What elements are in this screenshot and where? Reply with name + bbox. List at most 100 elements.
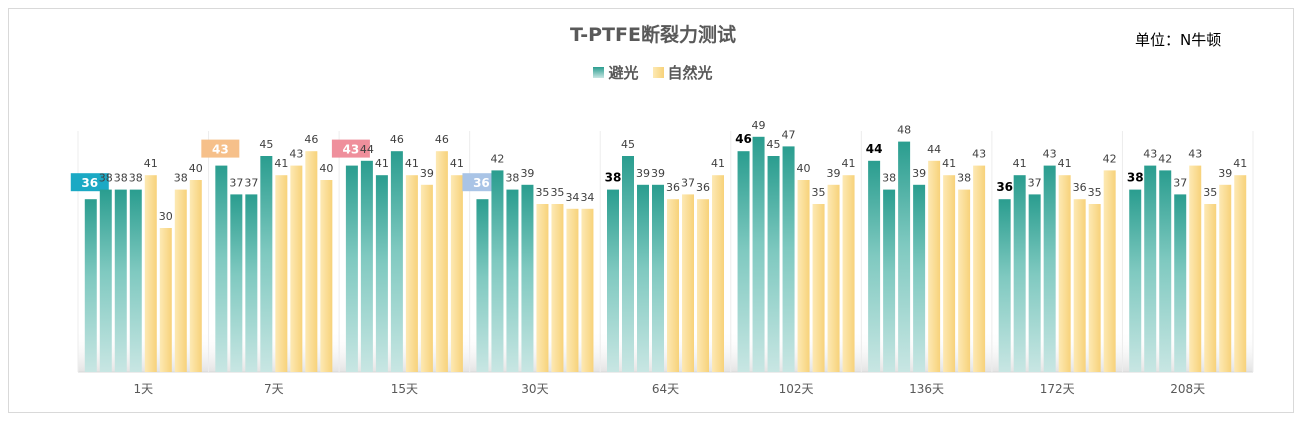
- data-label: 43: [212, 143, 229, 157]
- bar-series-1: [1159, 170, 1172, 372]
- data-label: 41: [711, 157, 725, 170]
- data-label: 37: [1028, 176, 1042, 189]
- data-label: 36: [81, 176, 98, 190]
- highlight-label-box: [70, 173, 109, 192]
- data-label: 41: [144, 157, 158, 170]
- bar-series-1: [782, 146, 795, 372]
- x-tick-label: 102天: [779, 382, 814, 396]
- bar-series-1: [767, 156, 780, 372]
- bar-series-2: [420, 184, 433, 372]
- bar-series-1: [506, 189, 519, 372]
- bar-series-2: [697, 199, 709, 372]
- data-label: 36: [996, 180, 1013, 194]
- highlight-label-box: [462, 173, 501, 192]
- data-label: 40: [319, 162, 333, 175]
- data-label: 36: [696, 181, 710, 194]
- data-label: 41: [842, 157, 856, 170]
- bar-series-1: [245, 194, 258, 372]
- bar-series-2: [275, 175, 288, 372]
- data-label: 46: [735, 132, 752, 146]
- bar-series-1: [1144, 165, 1157, 372]
- bar-series-2: [943, 175, 956, 372]
- highlight-label-box: [201, 139, 240, 158]
- bar-series-1: [345, 165, 358, 372]
- data-label: 38: [882, 172, 896, 185]
- bar-series-2: [1219, 184, 1232, 372]
- data-label: 41: [274, 157, 288, 170]
- x-tick-label: 1天: [133, 382, 153, 396]
- legend-swatch-series-2: [652, 67, 664, 78]
- bar-series-2: [144, 175, 157, 372]
- bar-series-2: [958, 189, 971, 372]
- bar-series-2: [435, 151, 448, 372]
- bar-series-2: [1058, 175, 1071, 372]
- bar-series-2: [566, 208, 579, 372]
- data-label: 41: [1058, 157, 1072, 170]
- bar-series-1: [752, 136, 765, 372]
- bar-series-1: [390, 151, 403, 372]
- data-label: 39: [420, 167, 434, 180]
- data-label: 43: [343, 143, 360, 157]
- bar-series-1: [99, 189, 112, 372]
- bar-series-1: [622, 156, 634, 372]
- legend-item-series-2: 自然光: [652, 62, 713, 83]
- legend-label-series-2: 自然光: [667, 64, 713, 82]
- bar-series-1: [1043, 165, 1056, 372]
- data-label: 43: [1143, 148, 1157, 161]
- bar-series-1: [1129, 189, 1142, 372]
- bar-series-2: [928, 160, 941, 372]
- data-label: 41: [375, 157, 389, 170]
- data-label: 36: [473, 176, 490, 190]
- legend-swatch-series-1: [593, 67, 605, 78]
- legend: 避光 自然光: [0, 62, 1306, 83]
- data-label: 37: [244, 176, 258, 189]
- bar-series-1: [883, 189, 896, 372]
- chart-title: T-PTFE断裂力测试: [570, 24, 736, 46]
- x-tick-label: 30天: [521, 382, 548, 396]
- data-label: 39: [827, 167, 841, 180]
- data-label: 44: [927, 143, 941, 156]
- data-label: 38: [505, 172, 519, 185]
- data-label: 43: [1043, 148, 1057, 161]
- bar-series-1: [230, 194, 243, 372]
- bar-series-2: [174, 189, 187, 372]
- bar-series-2: [1103, 170, 1116, 372]
- bar-series-2: [320, 180, 333, 372]
- bar-series-1: [868, 160, 881, 372]
- data-label: 30: [159, 210, 173, 223]
- data-label: 46: [435, 133, 449, 146]
- data-label: 42: [490, 152, 504, 165]
- bar-series-1: [114, 189, 127, 372]
- bar-series-2: [973, 165, 986, 372]
- data-label: 49: [752, 119, 766, 132]
- bar-series-1: [898, 141, 911, 372]
- data-label: 48: [897, 124, 911, 137]
- data-label: 41: [1013, 157, 1027, 170]
- bar-series-2: [667, 199, 679, 372]
- data-label: 45: [767, 138, 781, 151]
- data-label: 38: [99, 172, 113, 185]
- data-label: 35: [550, 186, 564, 199]
- data-label: 39: [1218, 167, 1232, 180]
- data-label: 42: [1158, 152, 1172, 165]
- bar-series-1: [607, 189, 619, 372]
- x-tick-label: 136天: [909, 382, 944, 396]
- data-label: 38: [1127, 171, 1144, 185]
- bar-series-2: [682, 194, 694, 372]
- bar-series-1: [998, 199, 1011, 372]
- bar-series-1: [521, 184, 534, 372]
- bar-series-2: [842, 175, 855, 372]
- bar-series-2: [812, 204, 825, 372]
- unit-label: 单位：N牛顿: [1135, 31, 1222, 49]
- bar-series-2: [159, 228, 172, 372]
- data-label: 45: [259, 138, 273, 151]
- data-label: 39: [520, 167, 534, 180]
- legend-label-series-1: 避光: [608, 64, 639, 82]
- data-label: 36: [666, 181, 680, 194]
- bar-series-1: [84, 199, 97, 372]
- data-label: 39: [912, 167, 926, 180]
- bar-series-2: [1204, 204, 1217, 372]
- highlight-label-box: [331, 139, 370, 158]
- bar-series-2: [290, 165, 303, 372]
